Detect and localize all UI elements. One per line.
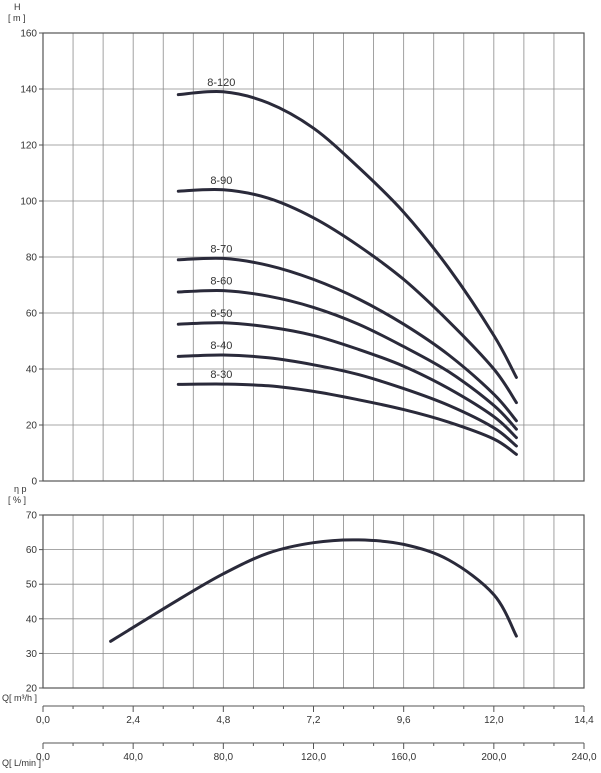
series-label-8-120: 8-120 bbox=[207, 77, 235, 89]
series-label-8-30: 8-30 bbox=[210, 369, 232, 381]
chart-0-y-tick-label: 20 bbox=[26, 421, 38, 432]
efficiency-curve bbox=[109, 538, 518, 643]
m3h-tick-label: 9,6 bbox=[397, 715, 411, 726]
m3h-tick-label: 0,0 bbox=[36, 715, 50, 726]
chart-0-y-tick-label: 140 bbox=[20, 85, 37, 96]
m3h-tick-label: 12,0 bbox=[484, 715, 504, 726]
series-line-8-120 bbox=[176, 89, 518, 379]
chart-0-y-tick-label: 40 bbox=[26, 365, 38, 376]
chart-1-y-tick-label: 50 bbox=[26, 580, 38, 591]
series-line-8-60 bbox=[176, 288, 518, 431]
series-label-8-40: 8-40 bbox=[210, 340, 232, 352]
m3h-tick-label: 2,4 bbox=[126, 715, 140, 726]
series-label-8-50: 8-50 bbox=[210, 308, 232, 320]
chart-1-frame bbox=[42, 514, 585, 689]
series-line-8-30 bbox=[176, 382, 518, 456]
lmin-tick-label: 240,0 bbox=[571, 752, 596, 763]
lmin-tick-label: 120,0 bbox=[301, 752, 326, 763]
series-line-8-50 bbox=[176, 321, 518, 440]
chart-1-y-tick-label: 40 bbox=[26, 614, 38, 625]
series-line-8-70 bbox=[176, 256, 518, 423]
chart-0-y-tick-label: 60 bbox=[26, 309, 38, 320]
lmin-tick-label: 200,0 bbox=[481, 752, 506, 763]
chart-1-y-tick-label: 20 bbox=[26, 684, 38, 695]
chart-1-y-tick-label: 70 bbox=[26, 511, 38, 522]
chart-0-y-axis-symbol: H bbox=[14, 2, 21, 12]
chart-0-y-tick-label: 120 bbox=[20, 141, 37, 152]
m3h-tick-label: 7,2 bbox=[307, 715, 321, 726]
series-line-8-90 bbox=[176, 187, 518, 405]
chart-1-y-tick-label: 30 bbox=[26, 649, 38, 660]
m3h-tick-label: 14,4 bbox=[574, 715, 594, 726]
m3h-axis-label: Q[ m³/h ] bbox=[2, 693, 37, 703]
series-line-8-40 bbox=[176, 353, 518, 448]
lmin-tick-label: 160,0 bbox=[391, 752, 416, 763]
chart-0-frame bbox=[42, 32, 585, 482]
chart-0-y-tick-label: 0 bbox=[31, 477, 37, 488]
chart-0-y-axis-unit: [ m ] bbox=[8, 13, 26, 23]
chart-1-y-tick-label: 60 bbox=[26, 545, 38, 556]
series-label-8-70: 8-70 bbox=[210, 243, 232, 255]
lmin-tick-label: 0,0 bbox=[36, 752, 50, 763]
series-label-8-60: 8-60 bbox=[210, 276, 232, 288]
chart-0-y-tick-label: 160 bbox=[20, 29, 37, 40]
chart-1-y-axis-unit: [ % ] bbox=[8, 495, 26, 505]
chart-0-y-tick-label: 100 bbox=[20, 197, 37, 208]
m3h-tick-label: 4,8 bbox=[216, 715, 230, 726]
lmin-axis-label: Q[ L/min ] bbox=[2, 758, 41, 768]
chart-1-y-axis-symbol: η p bbox=[14, 484, 27, 494]
chart-0-y-tick-label: 80 bbox=[26, 253, 38, 264]
lmin-tick-label: 40,0 bbox=[123, 752, 143, 763]
series-label-8-90: 8-90 bbox=[210, 175, 232, 187]
lmin-tick-label: 80,0 bbox=[214, 752, 234, 763]
